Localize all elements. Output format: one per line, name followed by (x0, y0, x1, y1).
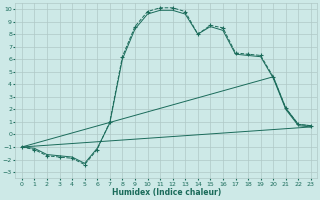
X-axis label: Humidex (Indice chaleur): Humidex (Indice chaleur) (112, 188, 221, 197)
